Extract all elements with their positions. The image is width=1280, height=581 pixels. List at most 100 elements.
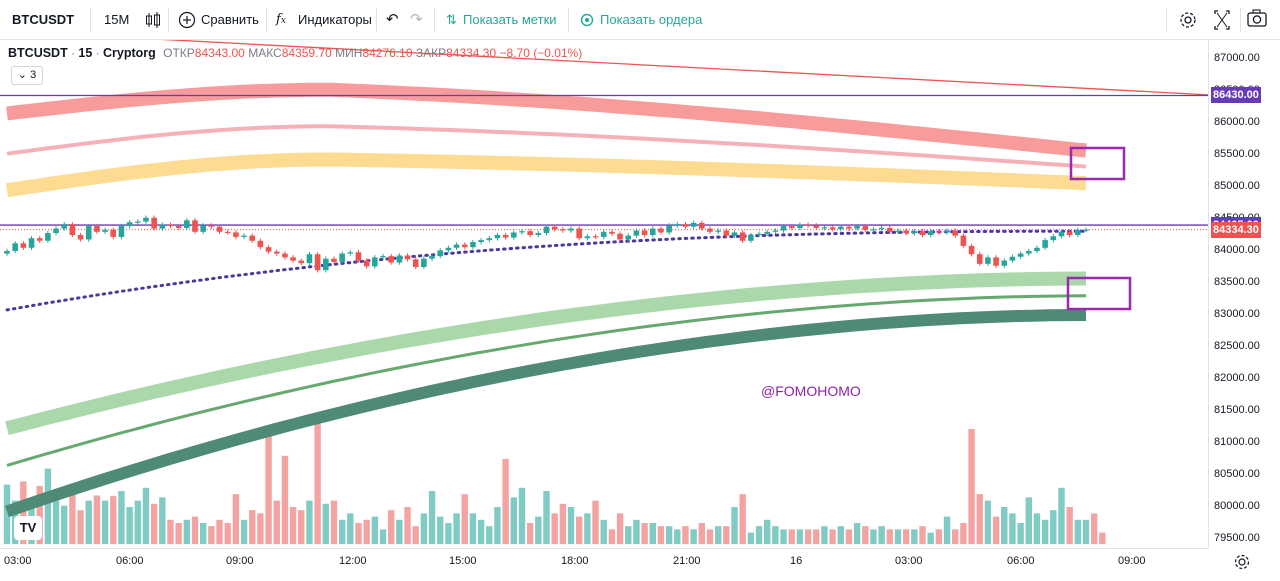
show-orders-button[interactable]: Показать ордера: [600, 12, 703, 27]
legend-open-label: ОТКР: [163, 46, 195, 60]
interval-button[interactable]: 15М: [104, 12, 130, 27]
watermark-text: @FOMOHOMO: [761, 383, 861, 399]
candle-body: [576, 228, 582, 239]
volume-bar: [355, 523, 362, 545]
candle-body: [143, 217, 149, 222]
volume-bar: [608, 529, 616, 545]
candle-body: [837, 226, 844, 230]
volume-bar: [199, 523, 207, 545]
fullscreen-icon[interactable]: [1212, 0, 1232, 40]
candle-body: [192, 220, 198, 232]
volume-bar: [543, 491, 550, 545]
volume-bar: [943, 516, 951, 545]
volume-bar: [502, 459, 509, 545]
volume-bar: [902, 529, 910, 545]
candle-body: [723, 230, 730, 236]
candle-body: [903, 230, 909, 234]
trend-line: [160, 40, 1208, 96]
compare-button[interactable]: Сравнить: [201, 12, 259, 27]
indicators-button[interactable]: Индикаторы: [298, 12, 372, 27]
axis-settings-gear-icon[interactable]: [1232, 552, 1252, 572]
ma-band-light-green: [5, 271, 1087, 436]
tradingview-logo-icon[interactable]: TV: [14, 516, 42, 540]
volume-bar: [52, 500, 60, 545]
candle-body: [821, 227, 828, 229]
volume-bar: [289, 507, 297, 545]
candle-body: [1042, 240, 1048, 248]
volume-bar: [657, 526, 665, 545]
candle-type-icon[interactable]: [144, 0, 162, 40]
candle-body: [658, 228, 664, 233]
candle-body: [927, 231, 934, 235]
volume-bar: [698, 523, 706, 545]
moving-average-bands: [5, 40, 1208, 518]
volume-bar: [85, 500, 92, 545]
candle-body: [600, 231, 607, 237]
candle-body: [944, 230, 950, 233]
candle-body: [968, 245, 975, 255]
candle-body: [453, 244, 460, 248]
candle-body: [764, 231, 771, 234]
candle-body: [28, 238, 35, 248]
volume-bar: [526, 523, 534, 545]
candle-body: [208, 225, 215, 227]
volume-bar: [714, 526, 722, 545]
volume-bar: [813, 529, 820, 545]
volume-bar: [322, 503, 329, 545]
candle-body: [690, 222, 697, 227]
price-axis-label: 85000.00: [1214, 180, 1260, 192]
volume-bar: [804, 529, 812, 545]
show-marks-button[interactable]: Показать метки: [463, 12, 557, 27]
candle-body: [233, 232, 239, 237]
volume-bar: [821, 526, 828, 545]
volume-bar: [1025, 497, 1032, 545]
volume-bar: [101, 500, 109, 545]
time-axis-label: 16: [790, 555, 803, 567]
candle-body: [216, 226, 223, 232]
candle-body: [748, 235, 754, 241]
volume-bar: [167, 519, 174, 545]
price-axis-label: 85500.00: [1214, 148, 1260, 160]
price-axis[interactable]: 87000.0086500.0086000.0085500.0085000.00…: [1208, 40, 1280, 548]
volume-bar: [110, 496, 117, 545]
candle-body: [731, 232, 738, 236]
legend-collapse-button[interactable]: ⌄ 3: [11, 66, 43, 85]
volume-bar: [870, 529, 877, 545]
candle-body: [707, 228, 713, 232]
time-axis[interactable]: 03:00 06:00 09:00 12:00 15:00 18:00 21:00 16 03:…: [0, 548, 1208, 581]
candle-body: [126, 222, 133, 227]
candle-body: [241, 235, 247, 237]
candle-body: [862, 226, 869, 230]
volume-bar: [1001, 507, 1008, 545]
time-axis-label: 03:00: [895, 555, 923, 567]
candle-body: [788, 226, 795, 228]
indicators-fx-icon[interactable]: fx: [276, 12, 286, 27]
volume-bar: [567, 507, 575, 545]
camera-snapshot-icon[interactable]: [1246, 0, 1268, 40]
candle-body: [257, 240, 264, 248]
undo-icon[interactable]: ↶: [386, 11, 399, 28]
candle-body: [625, 235, 632, 240]
compare-plus-icon[interactable]: [178, 0, 198, 40]
candle-body: [1083, 229, 1089, 231]
ma-dotted-line: [5, 229, 1088, 312]
candle-body: [53, 228, 59, 234]
volume-bar: [1082, 519, 1090, 545]
volume-bar: [625, 526, 632, 545]
candle-body: [486, 238, 493, 241]
price-chart[interactable]: [0, 40, 1208, 548]
candle-body: [265, 247, 272, 252]
candle-body: [527, 231, 533, 235]
volume-bar: [20, 481, 27, 545]
symbol-search-button[interactable]: BTCUSDT: [12, 12, 75, 27]
candle-body: [756, 233, 762, 235]
redo-icon[interactable]: ↷: [410, 11, 423, 28]
candle-body: [739, 232, 746, 241]
candle-body: [919, 231, 926, 235]
candle-body: [290, 257, 296, 261]
settings-gear-icon[interactable]: [1178, 0, 1198, 40]
volume-bar: [1099, 532, 1106, 545]
toolbar-divider: [266, 8, 267, 32]
price-axis-label: 81500.00: [1214, 404, 1260, 416]
price-axis-label: 87000.00: [1214, 52, 1260, 64]
